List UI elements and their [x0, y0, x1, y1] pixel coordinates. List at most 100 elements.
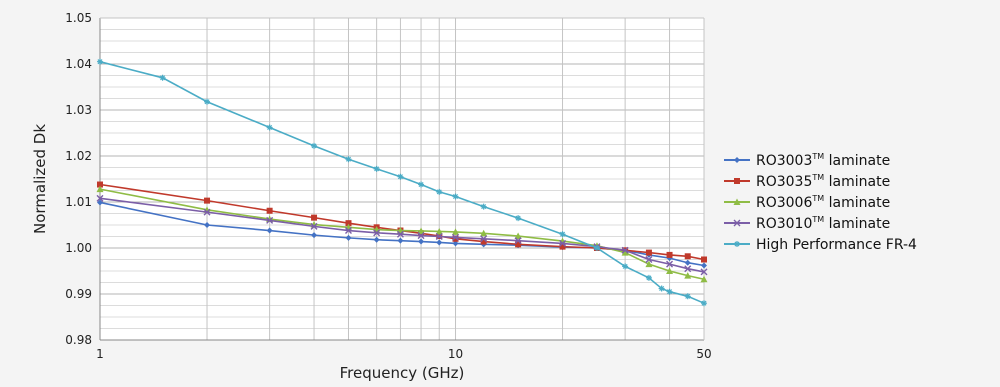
data-point: [397, 237, 404, 244]
data-point: [480, 203, 487, 210]
data-point: [515, 241, 522, 248]
data-point: [701, 256, 707, 263]
data-point: [373, 236, 380, 243]
data-point: [311, 232, 318, 239]
data-point: [621, 246, 629, 254]
data-point: [645, 260, 653, 268]
data-point: [621, 249, 629, 256]
series-high-performance-fr-4: [97, 58, 707, 307]
data-point: [97, 199, 103, 206]
data-point: [684, 293, 691, 300]
data-point: [645, 249, 652, 256]
data-point: [645, 256, 653, 263]
data-point: [666, 260, 674, 268]
legend-item-ro3006: RO3006TM laminate: [724, 194, 890, 211]
data-point: [311, 214, 318, 221]
data-point: [204, 197, 211, 204]
data-point: [344, 227, 352, 235]
y-tick-label: 1.03: [65, 103, 92, 117]
y-tick-label: 1.05: [65, 11, 92, 25]
y-tick-label: 1.01: [65, 195, 92, 209]
data-point: [97, 58, 103, 65]
data-point: [418, 181, 425, 188]
data-point: [480, 238, 487, 245]
data-point: [266, 207, 273, 214]
y-tick-label: 0.98: [65, 333, 92, 347]
data-point: [452, 228, 460, 235]
data-point: [700, 275, 708, 283]
data-point: [204, 222, 211, 228]
data-point: [666, 267, 674, 274]
axes: [99, 17, 705, 341]
data-point: [345, 156, 352, 163]
data-point: [417, 232, 425, 240]
x-tick-label: 50: [696, 347, 711, 361]
data-point: [266, 124, 273, 131]
grid: [99, 17, 705, 341]
data-point: [734, 157, 740, 163]
data-point: [345, 220, 352, 227]
tick-labels: 0.98 0.99 1.00 1.01 1.02 1.03 1.04 1.05 1 10 50: [65, 11, 711, 361]
data-point: [733, 219, 741, 227]
data-point: [417, 227, 425, 234]
data-point: [684, 265, 692, 273]
data-point: [515, 215, 522, 222]
data-point: [559, 231, 566, 238]
data-point: [514, 237, 522, 245]
data-point: [684, 272, 692, 279]
data-point: [684, 259, 691, 266]
data-point: [733, 198, 741, 205]
data-point: [622, 263, 629, 270]
data-point: [97, 181, 103, 188]
data-point: [311, 142, 318, 149]
legend-label: RO3010TM laminate: [756, 215, 890, 232]
data-point: [452, 193, 459, 200]
data-point: [645, 274, 652, 281]
data-point: [559, 239, 567, 247]
data-point: [418, 238, 425, 245]
data-point: [452, 233, 460, 241]
legend-label: RO3003TM laminate: [756, 152, 890, 169]
y-tick-label: 1.04: [65, 57, 92, 71]
series-layer: [96, 58, 708, 307]
data-point: [435, 233, 443, 240]
data-point: [435, 227, 443, 235]
legend-label: RO3006TM laminate: [756, 194, 890, 211]
data-point: [266, 216, 274, 224]
legend-item-ro3003: RO3003TM laminate: [724, 152, 890, 169]
x-axis-title: Frequency (GHz): [340, 364, 465, 382]
data-point: [203, 208, 211, 216]
data-point: [700, 268, 708, 276]
data-point: [266, 227, 273, 234]
data-point: [666, 288, 673, 295]
data-point: [452, 235, 459, 242]
data-point: [96, 185, 104, 193]
data-point: [593, 245, 600, 251]
legend-item-ro3010: RO3010TM laminate: [724, 215, 890, 232]
data-point: [436, 188, 443, 195]
legend-item-ro3035: RO3035TM laminate: [724, 173, 890, 190]
data-point: [345, 234, 352, 241]
data-point: [96, 194, 104, 202]
legend: RO3003TM laminate RO3035TM laminate RO3006…: [724, 152, 917, 253]
data-point: [514, 232, 522, 240]
legend-item-high-performance-fr-4: High Performance FR-4: [724, 237, 917, 253]
data-point: [452, 240, 459, 247]
data-point: [701, 300, 707, 307]
data-point: [159, 74, 166, 81]
legend-label: RO3035TM laminate: [756, 173, 890, 190]
data-point: [734, 241, 740, 247]
y-tick-label: 1.00: [65, 241, 92, 255]
data-point: [701, 262, 707, 269]
x-tick-label: 1: [96, 347, 104, 361]
data-point: [734, 178, 740, 184]
data-point: [373, 165, 380, 172]
data-point: [310, 222, 318, 230]
data-point: [559, 243, 566, 250]
x-tick-label: 10: [448, 347, 463, 361]
legend-label: High Performance FR-4: [756, 237, 917, 253]
data-point: [396, 230, 404, 238]
y-tick-label: 0.99: [65, 287, 92, 301]
